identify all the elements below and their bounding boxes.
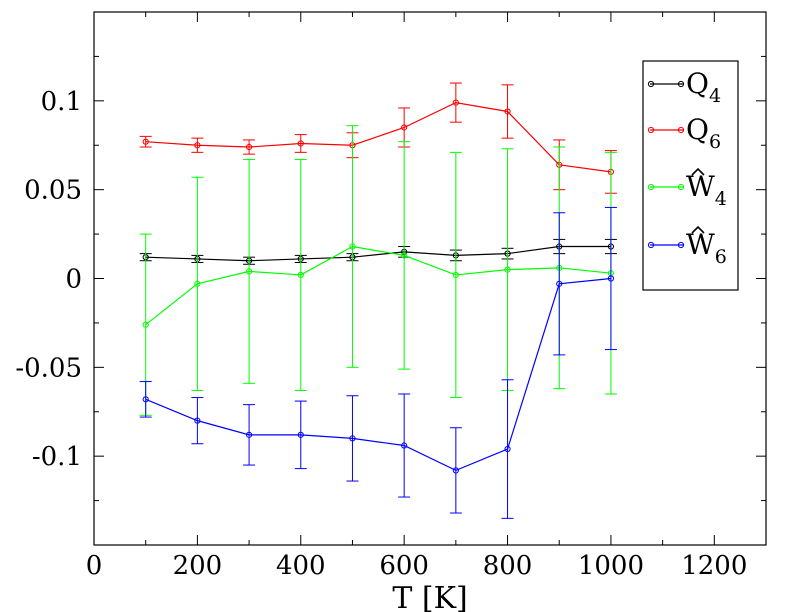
series-line — [145, 277, 611, 472]
series-line — [145, 245, 611, 262]
data-point — [504, 108, 511, 115]
legend-label: W6 — [686, 228, 727, 268]
x-tick-label: 1200 — [681, 551, 747, 581]
data-point — [142, 138, 149, 145]
legend-marker — [647, 241, 655, 249]
data-point — [297, 271, 304, 279]
data-point — [556, 280, 563, 287]
legend-label-main: Q — [686, 67, 709, 100]
y-tick-label: -0.1 — [32, 442, 82, 472]
x-tick-label: 800 — [483, 551, 533, 581]
legend-hat-accent — [691, 225, 705, 234]
legend-marker — [647, 183, 655, 191]
legend-label-subscript: 4 — [715, 188, 727, 210]
legend-label-main: W — [686, 170, 715, 203]
data-point — [452, 99, 459, 106]
legend-marker — [647, 80, 655, 88]
series-line — [145, 101, 612, 173]
data-point — [452, 467, 459, 474]
legend-label: W4 — [686, 170, 727, 210]
data-point — [297, 140, 304, 147]
legend-label-subscript: 4 — [709, 85, 721, 107]
x-tick-label: 400 — [276, 551, 326, 581]
data-point — [194, 142, 201, 149]
data-point — [349, 243, 356, 250]
data-point — [401, 442, 408, 449]
legend-label-subscript: 6 — [709, 131, 721, 153]
data-point — [452, 271, 459, 279]
legend-marker — [677, 241, 685, 249]
series-w6 — [139, 206, 617, 519]
legend-label-main: Q — [686, 113, 709, 146]
legend-hat-accent — [691, 167, 705, 176]
legend-marker — [647, 126, 655, 134]
legend-marker — [677, 80, 685, 88]
y-tick-label: 0 — [65, 265, 82, 295]
legend-marker — [677, 183, 685, 191]
x-tick-label: 200 — [173, 551, 223, 581]
legend-label: Q4 — [686, 67, 721, 107]
data-point — [607, 275, 615, 282]
data-point — [297, 431, 304, 438]
x-tick-label: 600 — [379, 551, 429, 581]
data-point — [194, 417, 201, 424]
y-tick-label: 0.1 — [41, 87, 82, 117]
data-point — [142, 396, 149, 403]
legend-label: Q6 — [686, 113, 721, 153]
x-tick-label: 0 — [86, 551, 103, 581]
legend-marker — [677, 126, 685, 134]
data-point — [504, 266, 511, 273]
x-axis-label: T [K] — [392, 581, 467, 612]
data-point — [245, 143, 253, 151]
data-point — [194, 280, 201, 287]
y-tick-label: -0.05 — [15, 353, 82, 383]
data-point — [245, 431, 253, 438]
data-point — [349, 435, 356, 442]
legend-label-subscript: 6 — [715, 246, 727, 268]
series-line — [145, 245, 611, 326]
y-tick-label: 0.05 — [24, 176, 82, 206]
data-point — [142, 321, 149, 328]
data-point — [401, 252, 408, 259]
data-point — [245, 268, 253, 275]
data-point — [401, 124, 408, 131]
legend-box — [642, 60, 739, 291]
data-point — [504, 445, 511, 453]
x-tick-label: 1000 — [578, 551, 644, 581]
legend-label-main: W — [686, 228, 715, 261]
